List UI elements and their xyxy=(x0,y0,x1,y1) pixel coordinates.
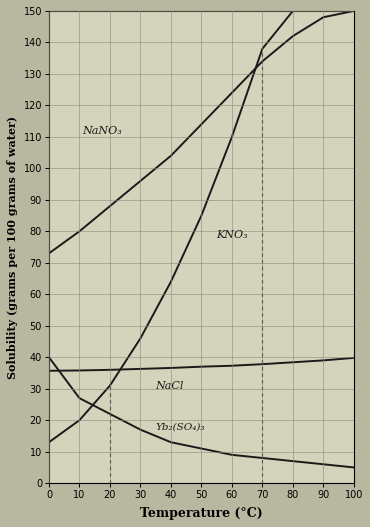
Text: KNO₃: KNO₃ xyxy=(217,230,248,240)
Text: NaCl: NaCl xyxy=(156,380,184,391)
Text: NaNO₃: NaNO₃ xyxy=(83,126,122,136)
Y-axis label: Solubility (grams per 100 grams of water): Solubility (grams per 100 grams of water… xyxy=(7,115,18,378)
X-axis label: Temperature (°C): Temperature (°C) xyxy=(140,507,263,520)
Text: Yb₂(SO₄)₃: Yb₂(SO₄)₃ xyxy=(156,423,205,432)
